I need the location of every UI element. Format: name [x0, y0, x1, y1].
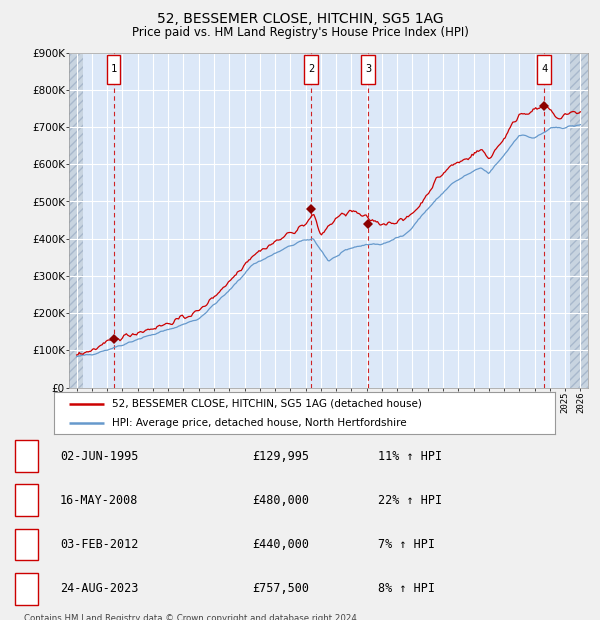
Text: 11% ↑ HPI: 11% ↑ HPI [378, 450, 442, 463]
Text: 03-FEB-2012: 03-FEB-2012 [60, 538, 139, 551]
FancyBboxPatch shape [304, 55, 318, 84]
FancyBboxPatch shape [361, 55, 375, 84]
Text: 16-MAY-2008: 16-MAY-2008 [60, 494, 139, 507]
Text: Price paid vs. HM Land Registry's House Price Index (HPI): Price paid vs. HM Land Registry's House … [131, 26, 469, 39]
Text: 3: 3 [365, 64, 371, 74]
Bar [69, 53, 83, 388]
FancyBboxPatch shape [15, 528, 38, 560]
Text: 2: 2 [23, 494, 30, 507]
Bar [69, 53, 83, 388]
Text: 1: 1 [110, 64, 116, 74]
FancyBboxPatch shape [538, 55, 551, 84]
FancyBboxPatch shape [15, 573, 38, 604]
Text: £757,500: £757,500 [252, 582, 309, 595]
Text: 4: 4 [23, 582, 30, 595]
FancyBboxPatch shape [107, 55, 121, 84]
Text: 52, BESSEMER CLOSE, HITCHIN, SG5 1AG (detached house): 52, BESSEMER CLOSE, HITCHIN, SG5 1AG (de… [112, 399, 421, 409]
Text: 02-JUN-1995: 02-JUN-1995 [60, 450, 139, 463]
FancyBboxPatch shape [15, 440, 38, 472]
Bar [569, 53, 588, 388]
Text: 22% ↑ HPI: 22% ↑ HPI [378, 494, 442, 507]
Text: 3: 3 [23, 538, 30, 551]
Text: £440,000: £440,000 [252, 538, 309, 551]
FancyBboxPatch shape [15, 484, 38, 516]
Text: 8% ↑ HPI: 8% ↑ HPI [378, 582, 435, 595]
Text: 24-AUG-2023: 24-AUG-2023 [60, 582, 139, 595]
Text: HPI: Average price, detached house, North Hertfordshire: HPI: Average price, detached house, Nort… [112, 418, 406, 428]
Bar [569, 53, 588, 388]
Text: Contains HM Land Registry data © Crown copyright and database right 2024.: Contains HM Land Registry data © Crown c… [24, 614, 359, 620]
Text: 52, BESSEMER CLOSE, HITCHIN, SG5 1AG: 52, BESSEMER CLOSE, HITCHIN, SG5 1AG [157, 12, 443, 27]
Text: 4: 4 [541, 64, 547, 74]
Text: 2: 2 [308, 64, 314, 74]
Text: £129,995: £129,995 [252, 450, 309, 463]
Text: 1: 1 [23, 450, 30, 463]
Text: £480,000: £480,000 [252, 494, 309, 507]
Text: 7% ↑ HPI: 7% ↑ HPI [378, 538, 435, 551]
